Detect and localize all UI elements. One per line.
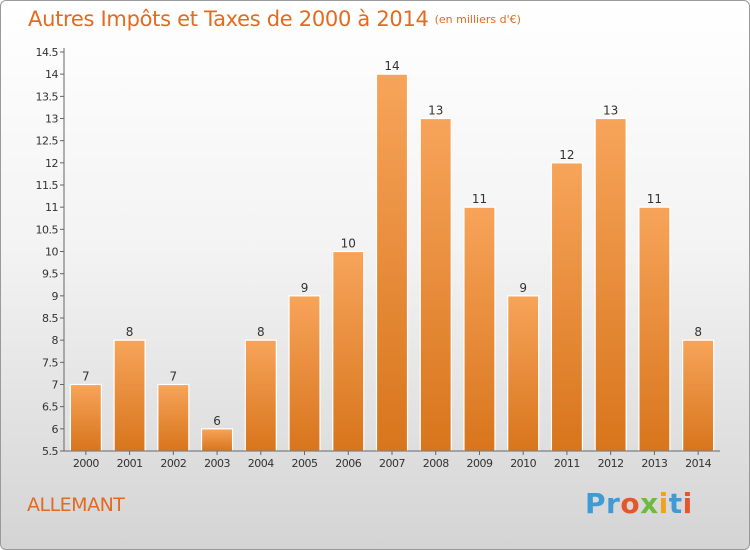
bar-value-label: 7 (170, 370, 178, 384)
bar-2012 (594, 117, 627, 452)
y-tick-label: 9 (52, 290, 59, 303)
y-tick-label: 7 (52, 379, 59, 392)
bar-2005 (288, 295, 321, 452)
y-tick-label: 7.5 (42, 356, 58, 369)
y-tick-label: 14 (45, 68, 58, 81)
bar-2011 (550, 162, 584, 452)
bar-2010 (507, 295, 540, 452)
bar-value-label: 10 (341, 237, 356, 251)
y-tick-label: 11.5 (36, 179, 59, 192)
y-tick-label: 12.5 (36, 135, 59, 148)
bar-2006 (332, 250, 365, 452)
y-tick-label: 5.5 (42, 445, 58, 458)
bar-2009 (463, 206, 496, 452)
y-tick-label: 10 (45, 246, 58, 259)
bar-value-label: 11 (647, 192, 662, 206)
x-tick-label: 2002 (160, 457, 186, 470)
proxiti-logo: Proxiti (585, 487, 693, 520)
chart-title: Autres Impôts et Taxes de 2000 à 2014 (en… (28, 7, 521, 31)
logo-letter: r (606, 487, 621, 520)
bar-2004 (244, 339, 277, 452)
x-tick-label: 2014 (685, 457, 711, 470)
x-tick-label: 2000 (73, 457, 99, 470)
bar-2003 (200, 428, 234, 452)
y-tick-label: 6 (52, 423, 59, 436)
bar-2002 (157, 383, 190, 452)
x-tick-label: 2001 (117, 457, 143, 470)
x-tick-label: 2006 (335, 457, 361, 470)
bar-2014 (682, 339, 715, 452)
bar-value-label: 12 (559, 148, 574, 162)
x-axis: 2000 2001 2002 2003 2004 2005 2006 2007 2008 2009… (64, 450, 720, 470)
y-tick-label: 11 (45, 201, 58, 214)
logo-letter: i (658, 487, 669, 520)
chart-title-text: Autres Impôts et Taxes de 2000 à 2014 (28, 7, 429, 31)
bar-2001 (113, 339, 146, 452)
logo-letter: o (620, 487, 641, 520)
bar-2008 (419, 117, 452, 452)
bar-value-label: 8 (126, 325, 134, 339)
chart-subtitle: (en milliers d'€) (434, 13, 521, 26)
y-tick-label: 9.5 (42, 268, 58, 281)
logo-letter: P (585, 487, 607, 520)
bar-value-label: 13 (428, 104, 443, 118)
x-tick-label: 2005 (292, 457, 318, 470)
logo-letter: x (640, 487, 659, 520)
y-tick-label: 6.5 (42, 401, 58, 414)
bar-2013 (638, 206, 671, 452)
bar-value-label: 8 (694, 325, 702, 339)
x-tick-label: 2003 (204, 457, 230, 470)
y-tick-label: 12 (45, 157, 58, 170)
y-tick-label: 13.5 (36, 90, 59, 103)
x-tick-label: 2011 (554, 457, 580, 470)
bar-2000 (69, 383, 102, 452)
x-tick-label: 2012 (598, 457, 624, 470)
bar-value-label: 9 (519, 281, 527, 295)
commune-name: ALLEMANT (27, 494, 125, 516)
x-tick-label: 2010 (510, 457, 536, 470)
x-tick-label: 2007 (379, 457, 405, 470)
y-tick-label: 10.5 (36, 223, 59, 236)
x-tick-label: 2009 (466, 457, 492, 470)
bar-value-label: 11 (472, 192, 487, 206)
bars-group: 7 8 7 6 8 9 10 14 13 11 9 12 13 11 8 (69, 59, 715, 452)
bar-value-label: 7 (82, 370, 90, 384)
bar-value-label: 8 (257, 325, 265, 339)
y-tick-label: 14.5 (36, 46, 59, 59)
y-tick-label: 13 (45, 113, 58, 126)
bar-value-label: 6 (213, 414, 221, 428)
x-tick-label: 2004 (248, 457, 274, 470)
logo-letter: i (682, 487, 693, 520)
logo-letter: t (668, 487, 683, 520)
x-tick-label: 2008 (423, 457, 449, 470)
y-axis: 5.5 6 6.5 7 7.5 8 8.5 9 9.5 10 10.5 11 11.5 12 12.5 13 1… (36, 46, 65, 458)
y-tick-label: 8 (52, 334, 59, 347)
bar-value-label: 14 (384, 59, 399, 73)
bar-value-label: 13 (603, 104, 618, 118)
x-tick-label: 2013 (641, 457, 667, 470)
y-tick-label: 8.5 (42, 312, 58, 325)
bar-2007 (375, 73, 409, 452)
bar-value-label: 9 (301, 281, 309, 295)
